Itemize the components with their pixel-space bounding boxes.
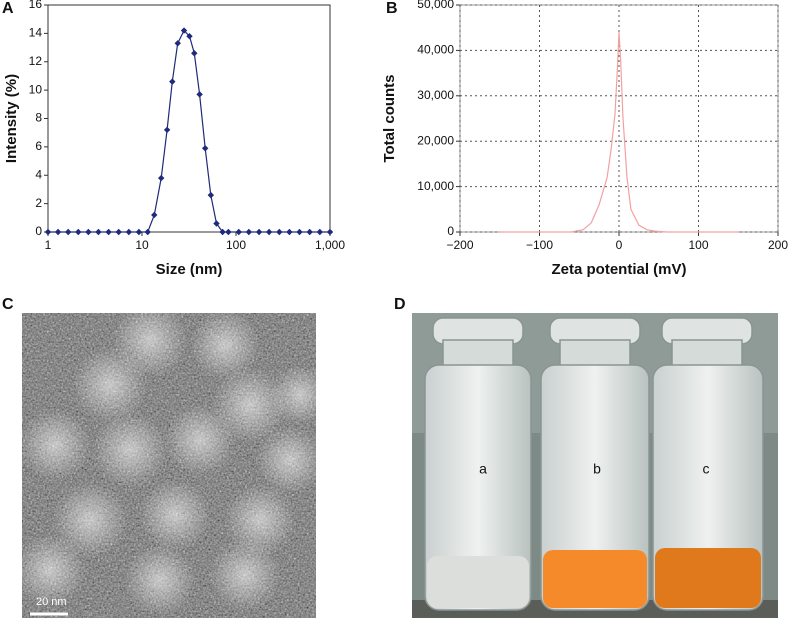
y-tick-label: 16 [29, 0, 43, 11]
data-point [44, 228, 52, 236]
data-point [151, 211, 158, 219]
data-point [125, 228, 133, 236]
data-point [144, 228, 151, 236]
data-point [201, 145, 209, 152]
x-tick-label: 100 [688, 238, 708, 252]
data-point [316, 228, 324, 236]
data-point [169, 78, 176, 85]
y-axis-title: Total counts [381, 74, 398, 162]
plot-frame [47, 4, 331, 233]
data-point [191, 50, 198, 57]
data-point [54, 228, 62, 236]
y-tick-label: 6 [35, 139, 42, 153]
y-tick-label: 0 [35, 224, 42, 238]
data-point [306, 228, 313, 236]
data-point [135, 228, 143, 236]
data-point [245, 228, 253, 236]
data-point [157, 174, 165, 182]
x-tick-label: −100 [526, 238, 553, 252]
y-tick-label: 30,000 [417, 88, 454, 102]
y-tick-label: 0 [447, 224, 454, 238]
y-tick-label: 10 [29, 82, 43, 96]
vial-label: b [593, 461, 601, 477]
panel-label: C [2, 296, 14, 313]
data-point [115, 228, 122, 236]
data-point [174, 40, 181, 47]
data-line [499, 32, 739, 233]
y-tick-label: 2 [35, 196, 42, 210]
data-point [265, 228, 273, 236]
data-point [85, 228, 92, 236]
vial-label: c [703, 461, 710, 477]
data-line [48, 29, 330, 233]
y-tick-label: 10,000 [417, 179, 454, 193]
data-point [95, 228, 102, 236]
data-point [163, 126, 171, 134]
data-point [255, 228, 263, 236]
x-tick-label: −200 [446, 238, 473, 252]
data-point [64, 228, 72, 236]
data-point [186, 33, 193, 40]
data-point [75, 228, 82, 236]
x-axis-title: Size (nm) [156, 261, 223, 278]
x-axis-title: Zeta potential (mV) [551, 261, 686, 278]
data-point [105, 228, 112, 236]
y-tick-label: 12 [29, 54, 43, 68]
y-tick-label: 14 [29, 26, 43, 40]
y-axis-title: Intensity (%) [3, 74, 20, 163]
data-point [276, 228, 283, 236]
y-tick-label: 40,000 [417, 43, 454, 57]
data-point [225, 228, 232, 236]
tem-image: 20 nm [22, 313, 316, 618]
x-tick-label: 1,000 [315, 238, 345, 252]
vial-label: a [479, 461, 487, 477]
data-point [180, 27, 188, 34]
panel-label: A [2, 0, 14, 17]
data-point [286, 228, 293, 236]
y-tick-label: 50,000 [417, 0, 454, 11]
data-point [213, 220, 220, 227]
panel-label: B [386, 0, 398, 17]
data-point [196, 91, 203, 98]
panel-label: D [394, 296, 406, 313]
y-tick-label: 8 [35, 111, 42, 125]
x-tick-label: 1 [45, 238, 52, 252]
data-point [207, 191, 215, 199]
y-tick-label: 4 [35, 167, 42, 181]
x-tick-label: 100 [226, 238, 246, 252]
data-point [296, 228, 303, 236]
y-tick-label: 20,000 [417, 133, 454, 147]
x-tick-label: 200 [768, 238, 788, 252]
data-point [219, 228, 226, 236]
vial-photo: a b c [412, 313, 778, 618]
data-point [235, 228, 242, 236]
x-tick-label: 0 [616, 238, 623, 252]
x-tick-label: 10 [135, 238, 149, 252]
scale-bar-label: 20 nm [36, 596, 67, 608]
data-point [326, 228, 334, 236]
